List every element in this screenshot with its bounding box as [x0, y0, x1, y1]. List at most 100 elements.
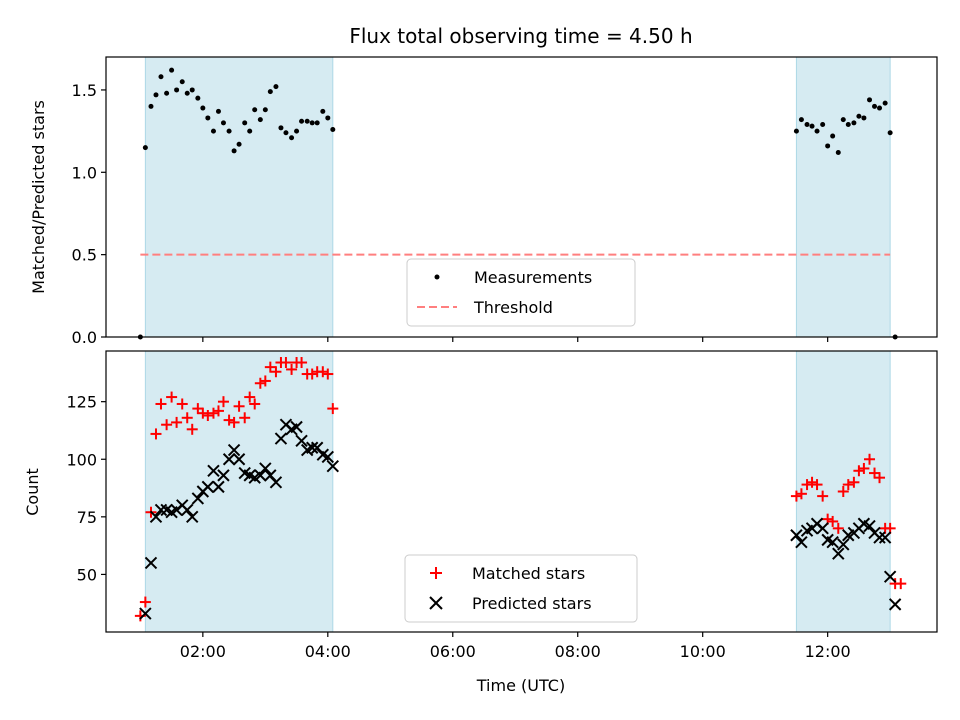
measurement-point — [299, 118, 305, 124]
measurement-point — [142, 145, 148, 151]
x-tick-label: 10:00 — [680, 642, 726, 661]
bottom-legend-box — [404, 554, 638, 623]
x-tick-label: 04:00 — [305, 642, 351, 661]
predicted-star-marker — [201, 480, 215, 494]
top-y-tick-label: 1.5 — [72, 81, 97, 100]
measurement-point — [148, 103, 154, 109]
legend-predicted-marker — [429, 596, 443, 610]
matched-star-marker — [270, 366, 282, 378]
predicted-star-marker — [321, 450, 335, 464]
bottom-shaded-range — [144, 350, 334, 633]
bottom-y-tick-label: 125 — [66, 393, 97, 412]
measurement-point — [273, 84, 279, 90]
matched-star-marker — [223, 414, 235, 426]
measurement-point — [820, 122, 826, 128]
bottom-legend: Matched stars Predicted stars — [404, 554, 638, 623]
measurement-point — [262, 107, 268, 113]
chart-title: Flux total observing time = 4.50 h — [349, 24, 692, 48]
predicted-star-marker — [863, 519, 876, 533]
predicted-star-marker — [305, 441, 319, 454]
top-y-tick-label: 1.0 — [72, 163, 97, 182]
measurement-point — [210, 128, 216, 134]
measurement-point — [294, 128, 300, 134]
matched-star-marker — [171, 416, 183, 428]
predicted-star-marker — [181, 503, 194, 517]
top-y-tick-label: 0.5 — [72, 246, 97, 265]
predicted-star-marker — [222, 453, 236, 466]
predicted-star-marker — [139, 607, 152, 620]
matched-star-marker — [322, 368, 334, 380]
legend-predicted-label: Predicted stars — [472, 594, 592, 613]
matched-star-marker — [217, 396, 229, 408]
matched-star-marker — [150, 428, 162, 440]
predicted-star-marker — [873, 531, 886, 544]
bottom-y-ticks: 50 75 100 125 — [66, 393, 106, 584]
bottom-x-ticks: 02:00 04:00 06:00 08:00 10:00 12:00 — [180, 632, 851, 661]
matched-star-marker — [186, 423, 198, 435]
matched-star-marker — [801, 479, 813, 491]
matched-star-marker — [212, 405, 224, 417]
predicted-star-marker — [212, 480, 225, 494]
measurement-point — [164, 90, 170, 96]
measurement-point — [877, 105, 883, 111]
measurement-point — [814, 128, 820, 134]
measurement-point — [278, 125, 284, 131]
measurement-point — [220, 120, 226, 126]
matched-star-marker — [259, 375, 271, 387]
predicted-star-marker — [837, 538, 850, 551]
matched-star-marker — [233, 400, 245, 412]
measurement-point — [856, 113, 862, 119]
measurement-point — [861, 115, 867, 121]
predicted-star-marker — [326, 459, 340, 473]
matched-star-marker — [176, 398, 188, 410]
measurement-point — [835, 150, 841, 156]
matched-star-marker — [239, 412, 251, 424]
measurement-point — [242, 120, 248, 126]
predicted-star-marker — [790, 529, 803, 542]
measurement-point — [882, 100, 888, 106]
matched-star-marker — [827, 515, 839, 527]
measurement-point — [793, 128, 799, 134]
measurement-point — [200, 105, 206, 111]
matched-star-marker — [207, 407, 219, 419]
predicted-star-marker — [149, 510, 163, 524]
predicted-star-marker — [217, 469, 230, 482]
top-axes-frame — [105, 56, 938, 338]
matched-star-marker — [327, 403, 339, 415]
matched-star-marker — [864, 453, 876, 465]
measurement-point — [169, 67, 175, 73]
matched-star-marker — [790, 490, 802, 502]
bottom-y-tick-label: 75 — [77, 508, 97, 527]
measurement-point — [887, 130, 893, 136]
measurement-point — [195, 95, 201, 101]
predicted-star-marker — [888, 598, 902, 611]
top-shaded-range — [795, 56, 891, 338]
top-shaded-ranges — [144, 56, 891, 338]
predicted-star-marker — [832, 547, 845, 560]
matched-star-marker — [795, 488, 807, 500]
predicted-star-marker — [295, 434, 308, 448]
measurement-point — [798, 117, 804, 123]
matched-star-marker — [155, 398, 167, 410]
measurement-point — [809, 123, 815, 129]
matched-star-marker — [264, 361, 276, 373]
x-tick-label: 12:00 — [805, 642, 851, 661]
predicted-star-marker — [191, 492, 205, 505]
matched-star-marker — [858, 462, 870, 474]
matched-star-marker — [296, 357, 308, 369]
measurement-point — [830, 133, 836, 139]
predicted-star-marker — [269, 476, 283, 489]
predicted-star-marker — [232, 453, 246, 466]
matched-star-marker — [817, 490, 829, 502]
measurement-point — [320, 108, 326, 114]
predicted-star-marker — [274, 432, 288, 445]
predicted-star-marker — [227, 443, 241, 457]
matched-star-marker — [202, 409, 214, 421]
measurement-point — [840, 117, 846, 123]
measurement-point — [825, 143, 831, 149]
measurement-point — [189, 87, 195, 93]
matched-star-marker — [811, 479, 823, 491]
top-x-ticks — [202, 337, 829, 342]
legend-matched-label: Matched stars — [472, 564, 585, 583]
